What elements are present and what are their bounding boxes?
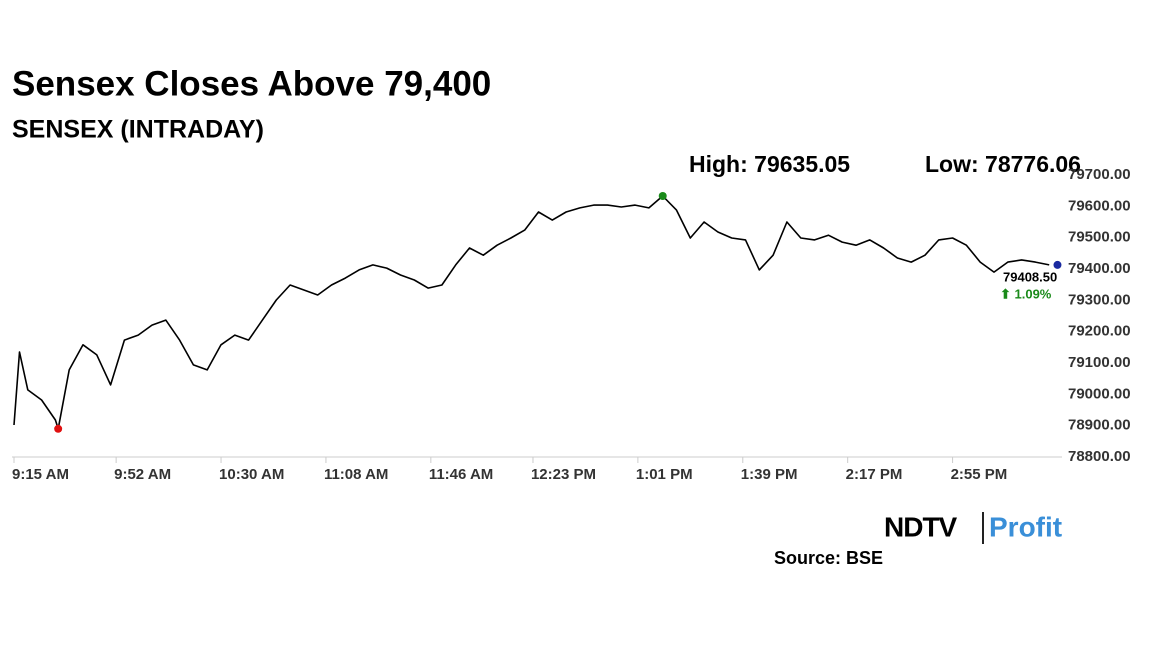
logo-sub: Profit xyxy=(989,511,1062,542)
x-tick-label: 12:23 PM xyxy=(531,466,596,483)
marker-dot xyxy=(54,424,63,433)
change-label: ⬆ 1.09% xyxy=(1000,286,1052,301)
x-tick-label: 9:15 AM xyxy=(12,466,69,483)
y-tick-label: 79700.00 xyxy=(1068,166,1131,183)
logo: NDTV xyxy=(884,511,958,542)
y-tick-label: 78900.00 xyxy=(1068,417,1131,434)
y-tick-label: 79400.00 xyxy=(1068,260,1131,277)
chart-title: Sensex Closes Above 79,400 xyxy=(12,64,491,103)
y-tick-label: 79100.00 xyxy=(1068,354,1131,371)
source: Source: BSE xyxy=(774,548,883,568)
y-tick-label: 79200.00 xyxy=(1068,323,1131,340)
x-tick-label: 1:01 PM xyxy=(636,466,693,483)
x-tick-label: 1:39 PM xyxy=(741,466,798,483)
marker-dot xyxy=(658,191,667,200)
y-tick-label: 79000.00 xyxy=(1068,385,1131,402)
y-tick-label: 79500.00 xyxy=(1068,229,1131,246)
y-tick-label: 79300.00 xyxy=(1068,291,1131,308)
low-label: Low: 78776.06 xyxy=(925,151,1081,177)
last-value-label: 79408.50 xyxy=(1003,269,1057,284)
y-tick-label: 78800.00 xyxy=(1068,448,1131,465)
marker-dot xyxy=(1053,260,1062,269)
x-tick-label: 2:55 PM xyxy=(951,466,1008,483)
x-tick-label: 10:30 AM xyxy=(219,466,284,483)
chart-subtitle: SENSEX (INTRADAY) xyxy=(12,116,264,144)
x-tick-label: 11:46 AM xyxy=(429,466,493,483)
x-tick-label: 2:17 PM xyxy=(846,466,903,483)
x-tick-label: 9:52 AM xyxy=(114,466,171,483)
high-label: High: 79635.05 xyxy=(689,151,850,177)
x-tick-label: 11:08 AM xyxy=(324,466,388,483)
y-tick-label: 79600.00 xyxy=(1068,197,1131,214)
line xyxy=(13,195,1050,430)
